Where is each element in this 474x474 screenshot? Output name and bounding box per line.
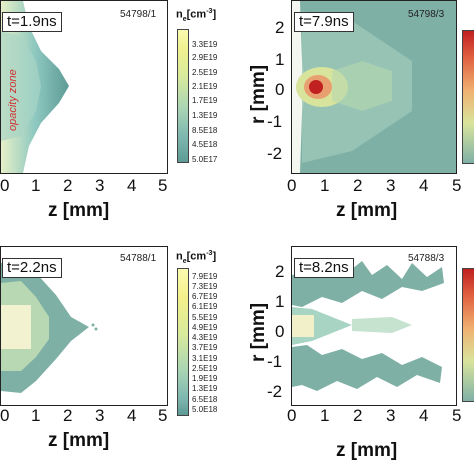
opacity-zone-label: opacity zone bbox=[7, 69, 19, 131]
colorbar-tick: 3.3E19 bbox=[192, 40, 218, 49]
z-tick: 2 bbox=[63, 176, 73, 195]
z-tick: 3 bbox=[386, 176, 396, 195]
colorbar-tick: 4.9E19 bbox=[192, 323, 218, 332]
z-tick: 2 bbox=[353, 176, 363, 195]
z-axis-title-d: z [mm] bbox=[336, 440, 398, 461]
colorbar-b-partial bbox=[462, 30, 474, 164]
z-tick: 3 bbox=[386, 406, 396, 425]
density-map-b bbox=[292, 1, 456, 173]
colorbar-tick: 5.0E18 bbox=[192, 405, 218, 414]
r-tick: -2 bbox=[267, 144, 283, 163]
z-tick: 0 bbox=[0, 406, 10, 425]
colorbar-tick: 2.5E19 bbox=[192, 364, 218, 373]
r-tick: 0 bbox=[275, 322, 285, 341]
colorbar-c bbox=[177, 268, 189, 416]
colorbar-title-a: ne[cm-3] bbox=[176, 8, 217, 23]
z-tick: 5 bbox=[452, 176, 462, 195]
r-tick: 2 bbox=[275, 262, 285, 281]
colorbar-tick: 5.5E19 bbox=[192, 313, 218, 322]
colorbar-d-partial bbox=[462, 268, 474, 402]
shot-id-c: 54788/1 bbox=[120, 253, 157, 264]
z-axis-title-c: z [mm] bbox=[48, 430, 110, 451]
z-tick: 4 bbox=[127, 406, 137, 425]
colorbar-tick: 1.9E19 bbox=[192, 374, 218, 383]
colorbar-tick: 1.7E19 bbox=[192, 96, 218, 105]
z-tick: 1 bbox=[31, 176, 41, 195]
z-tick: 5 bbox=[158, 406, 168, 425]
shot-id-b: 54798/3 bbox=[408, 9, 445, 20]
colorbar-tick: 1.3E19 bbox=[192, 384, 218, 393]
colorbar-tick: 4.5E18 bbox=[192, 140, 218, 149]
z-axis-title-a: z [mm] bbox=[48, 200, 110, 221]
colorbar-tick: 7.9E19 bbox=[192, 272, 218, 281]
z-tick: 4 bbox=[419, 176, 429, 195]
z-tick: 3 bbox=[95, 176, 105, 195]
colorbar-tick: 6.7E19 bbox=[192, 292, 218, 301]
z-tick: 2 bbox=[353, 406, 363, 425]
r-tick: -2 bbox=[267, 382, 283, 401]
colorbar-tick: 4.3E19 bbox=[192, 333, 218, 342]
r-tick: 0 bbox=[275, 80, 285, 99]
z-tick: 4 bbox=[127, 176, 137, 195]
z-tick: 1 bbox=[320, 176, 330, 195]
colorbar-tick: 2.5E19 bbox=[192, 68, 218, 77]
z-tick: 1 bbox=[320, 406, 330, 425]
colorbar-title-c: ne[cm-3] bbox=[176, 250, 217, 265]
r-axis-title-d: r [mm] bbox=[248, 302, 269, 362]
density-map-c bbox=[1, 261, 98, 393]
z-tick: 2 bbox=[63, 406, 73, 425]
time-label-c: t=2.2ns bbox=[2, 258, 62, 278]
density-map-a bbox=[1, 1, 69, 173]
z-tick: 0 bbox=[0, 176, 10, 195]
shot-id-d: 54788/3 bbox=[408, 253, 445, 264]
r-tick: 2 bbox=[275, 18, 285, 37]
colorbar-a bbox=[177, 29, 189, 163]
time-label-a: t=1.9ns bbox=[2, 12, 62, 32]
colorbar-tick: 2.1E19 bbox=[192, 82, 218, 91]
z-tick: 0 bbox=[287, 176, 297, 195]
r-axis-title-b: r [mm] bbox=[248, 64, 269, 124]
shot-id-a: 54798/1 bbox=[120, 9, 157, 20]
colorbar-tick: 3.7E19 bbox=[192, 343, 218, 352]
colorbar-tick: 1.3E19 bbox=[192, 111, 218, 120]
z-tick: 5 bbox=[158, 176, 168, 195]
colorbar-tick: 2.9E19 bbox=[192, 53, 218, 62]
r-tick: -1 bbox=[267, 112, 283, 131]
z-tick: 5 bbox=[452, 406, 462, 425]
z-tick: 3 bbox=[95, 406, 105, 425]
z-tick: 1 bbox=[31, 406, 41, 425]
colorbar-tick: 3.1E19 bbox=[192, 354, 218, 363]
z-axis-title-b: z [mm] bbox=[336, 200, 398, 221]
plot-b bbox=[291, 0, 457, 174]
colorbar-tick: 6.5E18 bbox=[192, 395, 218, 404]
plot-a: opacity zone bbox=[0, 0, 168, 174]
r-tick: -1 bbox=[267, 352, 283, 371]
time-label-b: t=7.9ns bbox=[294, 12, 354, 32]
time-label-d: t=8.2ns bbox=[294, 258, 354, 278]
z-tick: 4 bbox=[419, 406, 429, 425]
r-tick: 1 bbox=[275, 50, 285, 69]
colorbar-tick: 6.1E19 bbox=[192, 302, 218, 311]
r-tick: 1 bbox=[275, 292, 285, 311]
z-tick: 0 bbox=[287, 406, 297, 425]
colorbar-tick: 5.0E17 bbox=[192, 155, 218, 164]
colorbar-tick: 8.5E18 bbox=[192, 126, 218, 135]
colorbar-tick: 7.3E19 bbox=[192, 282, 218, 291]
